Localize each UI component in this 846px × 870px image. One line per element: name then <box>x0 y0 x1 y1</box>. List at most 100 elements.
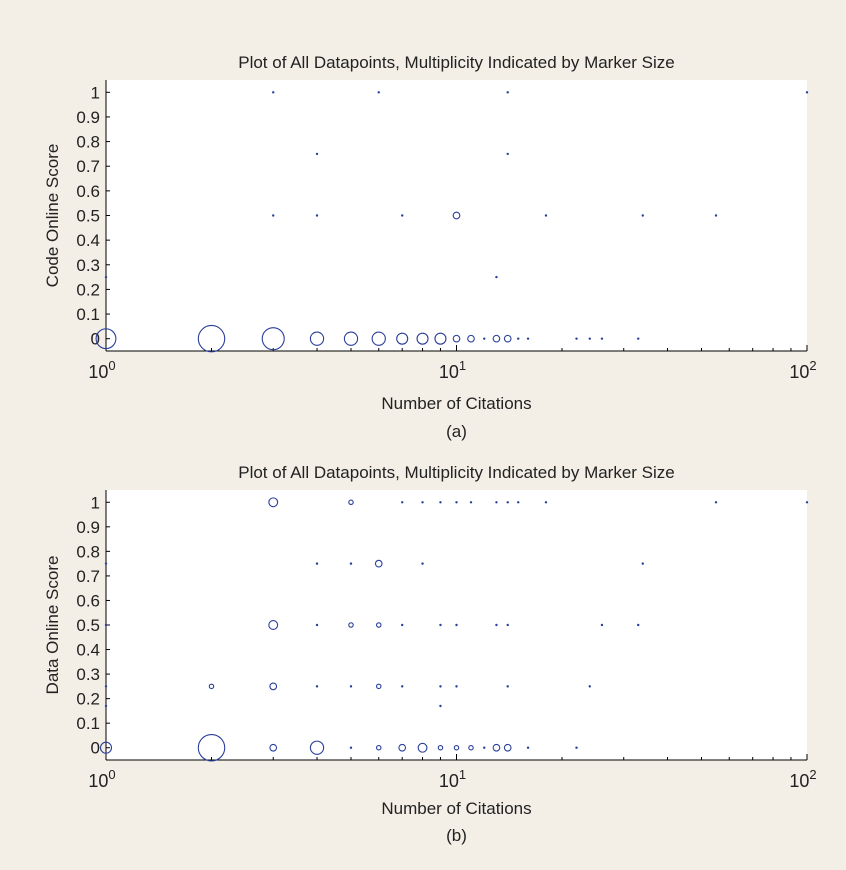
data-point <box>495 623 498 627</box>
y-tick-label: 0.2 <box>76 690 100 709</box>
y-axis-label: Data Online Score <box>43 556 62 695</box>
data-point <box>375 622 382 628</box>
data-point <box>374 559 383 568</box>
data-point <box>600 337 604 340</box>
data-point <box>483 746 486 749</box>
data-point <box>197 733 226 762</box>
data-point <box>714 214 718 217</box>
data-point <box>544 214 548 217</box>
x-axis-label: Number of Citations <box>381 394 531 413</box>
data-point <box>526 337 530 340</box>
chart-title: Plot of All Datapoints, Multiplicity Ind… <box>238 463 675 482</box>
data-point <box>506 91 509 94</box>
data-point <box>637 337 640 340</box>
data-point <box>421 501 424 504</box>
panel-caption: (a) <box>446 422 467 441</box>
data-point <box>468 744 474 751</box>
data-point <box>455 685 458 688</box>
data-point <box>401 685 404 688</box>
data-point <box>95 328 117 350</box>
x-tick-label: 100 <box>88 358 115 382</box>
data-point <box>417 742 428 753</box>
data-point <box>99 741 113 754</box>
y-tick-label: 0.2 <box>76 280 100 299</box>
data-point <box>495 501 498 504</box>
data-point <box>375 744 382 751</box>
y-tick-label: 0.5 <box>76 207 100 226</box>
data-point <box>343 331 359 346</box>
y-tick-label: 0.1 <box>76 714 100 733</box>
data-point <box>437 744 444 751</box>
y-tick-label: 0.5 <box>76 616 100 635</box>
data-point <box>416 332 429 345</box>
x-tick-label: 100 <box>88 767 115 791</box>
y-tick-label: 1 <box>91 83 100 102</box>
data-point <box>503 334 512 343</box>
chart-b: Plot of All Datapoints, Multiplicity Ind… <box>43 463 817 845</box>
data-point <box>453 744 460 751</box>
data-point <box>439 623 442 627</box>
y-tick-label: 0 <box>91 330 100 349</box>
data-point <box>272 214 275 217</box>
data-point <box>641 214 644 217</box>
data-point <box>349 746 353 749</box>
data-point <box>269 682 278 691</box>
y-tick-label: 0.4 <box>76 641 100 660</box>
data-point <box>375 683 382 690</box>
data-point <box>269 743 278 752</box>
data-point <box>398 743 407 752</box>
y-tick-label: 1 <box>91 493 100 512</box>
y-tick-label: 0.9 <box>76 108 100 127</box>
data-point <box>348 499 354 506</box>
data-point <box>208 683 215 690</box>
data-point <box>455 623 458 627</box>
data-point <box>315 152 319 156</box>
data-point <box>805 91 809 94</box>
data-point <box>483 337 486 340</box>
data-point <box>469 501 473 504</box>
data-point <box>517 501 520 504</box>
y-tick-label: 0.6 <box>76 182 100 201</box>
data-point <box>439 704 442 708</box>
data-point <box>315 685 319 688</box>
data-point <box>401 501 404 504</box>
data-point <box>600 623 604 627</box>
y-tick-label: 0.3 <box>76 665 100 684</box>
y-tick-label: 0.4 <box>76 231 100 250</box>
data-point <box>309 331 325 346</box>
data-point <box>805 501 809 504</box>
chart-title: Plot of All Datapoints, Multiplicity Ind… <box>238 53 675 72</box>
data-point <box>526 746 530 749</box>
y-tick-label: 0.9 <box>76 518 100 537</box>
data-point <box>315 562 319 565</box>
data-point <box>261 327 285 351</box>
data-point <box>349 562 353 565</box>
plot-area <box>106 80 807 351</box>
y-axis-label: Code Online Score <box>43 144 62 288</box>
x-tick-label: 101 <box>439 767 466 791</box>
data-point <box>637 623 640 627</box>
y-tick-label: 0.7 <box>76 157 100 176</box>
data-point <box>396 332 409 345</box>
data-point <box>104 623 108 627</box>
x-tick-label: 101 <box>439 358 466 382</box>
data-point <box>506 685 509 688</box>
data-point <box>588 337 591 340</box>
x-tick-label: 102 <box>789 767 816 791</box>
data-point <box>492 743 501 752</box>
data-point <box>309 740 325 755</box>
data-point <box>268 620 279 630</box>
x-axis-label: Number of Citations <box>381 799 531 818</box>
data-point <box>492 334 501 343</box>
y-tick-label: 0.7 <box>76 567 100 586</box>
data-point <box>434 332 447 345</box>
data-point <box>371 331 386 346</box>
data-point <box>714 501 718 504</box>
data-point <box>315 623 319 627</box>
chart-a: Plot of All Datapoints, Multiplicity Ind… <box>43 53 817 441</box>
data-point <box>272 91 275 94</box>
y-tick-label: 0.8 <box>76 542 100 561</box>
data-point <box>439 501 442 504</box>
data-point <box>506 623 509 627</box>
data-point <box>197 324 226 353</box>
